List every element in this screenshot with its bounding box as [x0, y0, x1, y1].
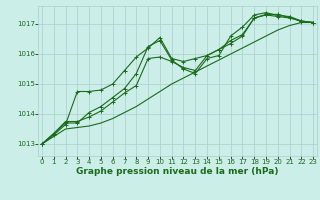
X-axis label: Graphe pression niveau de la mer (hPa): Graphe pression niveau de la mer (hPa): [76, 167, 279, 176]
